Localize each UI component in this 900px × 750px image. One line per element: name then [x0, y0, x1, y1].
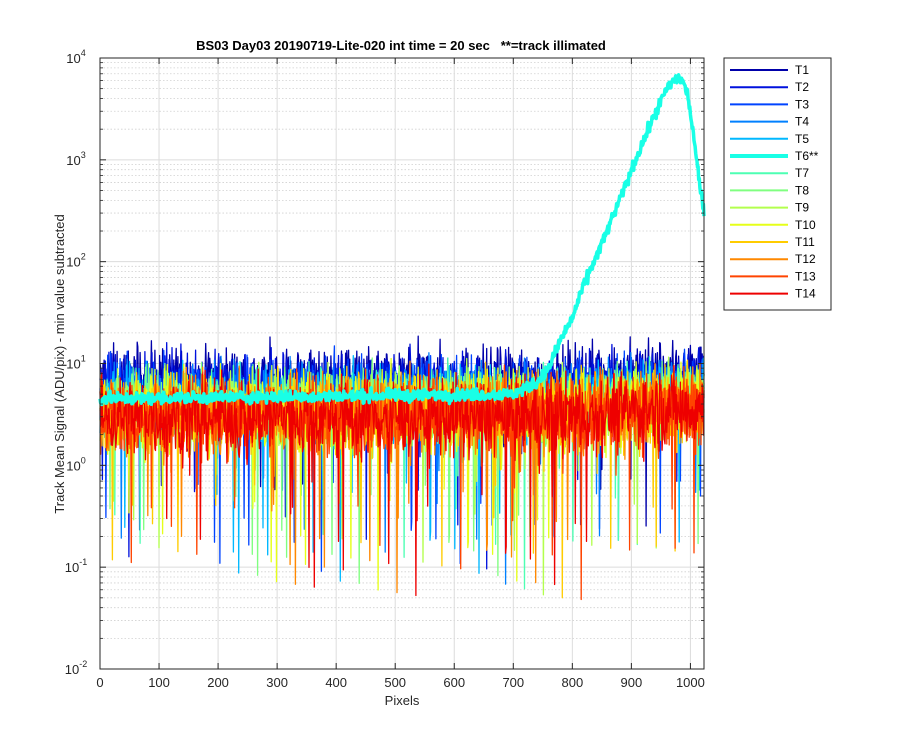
x-tick-label: 800	[561, 675, 583, 690]
legend-label: T10	[795, 218, 816, 232]
legend-label: T12	[795, 252, 816, 266]
legend-label: T14	[795, 287, 816, 301]
y-tick-exponent: 0	[81, 455, 86, 465]
series-line-t6	[98, 73, 706, 407]
legend-label: T5	[795, 132, 809, 146]
x-tick-label: 500	[384, 675, 406, 690]
x-tick-label: 300	[266, 675, 288, 690]
x-tick-label: 100	[148, 675, 170, 690]
y-tick-base: 10	[66, 153, 80, 168]
legend-label: T2	[795, 80, 809, 94]
y-tick-label: 10-1	[65, 557, 87, 575]
legend-label: T13	[795, 269, 816, 283]
y-tick-exponent: -2	[79, 659, 87, 669]
x-tick-label: 600	[443, 675, 465, 690]
y-tick-label: 102	[66, 252, 85, 270]
legend-items: T1 T2 T3 T4 T5 T6** T7 T8 T9 T10 T11 T12 T13 T14	[730, 63, 819, 301]
legend-label: T3	[795, 97, 809, 111]
x-tick-label: 400	[325, 675, 347, 690]
legend-label: T6**	[795, 149, 819, 163]
axis-ticks: 0 100 200 300 400 500 600 700 800 900 100010-210-1…	[65, 48, 705, 690]
x-tick-label: 700	[502, 675, 524, 690]
x-axis-label: Pixels	[385, 693, 420, 708]
plot-area: 0 100 200 300 400 500 600 700 800 900 100010-210-1…	[65, 48, 706, 690]
y-tick-label: 104	[66, 48, 85, 66]
legend-label: T7	[795, 166, 809, 180]
y-tick-exponent: -1	[79, 557, 87, 567]
y-tick-exponent: 4	[81, 48, 86, 58]
y-tick-base: 10	[65, 560, 79, 575]
y-tick-base: 10	[66, 458, 80, 473]
legend-box	[723, 57, 832, 311]
y-tick-exponent: 3	[81, 150, 86, 160]
y-tick-label: 103	[66, 150, 85, 168]
y-tick-exponent: 1	[81, 354, 86, 364]
legend-label: T11	[795, 235, 815, 249]
x-tick-label: 0	[96, 675, 103, 690]
y-axis-label: Track Mean Signal (ADU/pix) - min value …	[52, 214, 67, 513]
y-tick-label: 10-2	[65, 659, 87, 677]
x-tick-label: 900	[621, 675, 643, 690]
legend: T1 T2 T3 T4 T5 T6** T7 T8 T9 T10 T11 T12 T13 T14	[723, 57, 832, 311]
legend-label: T8	[795, 183, 809, 197]
x-tick-label: 200	[207, 675, 229, 690]
y-tick-base: 10	[65, 662, 79, 677]
y-tick-label: 101	[66, 354, 85, 372]
x-tick-label: 1000	[676, 675, 705, 690]
legend-label: T1	[795, 63, 809, 77]
chart-title: BS03 Day03 20190719-Lite-020 int time = …	[196, 38, 606, 53]
y-tick-base: 10	[66, 357, 80, 372]
y-tick-base: 10	[66, 255, 80, 270]
y-tick-base: 10	[66, 51, 80, 66]
series-lines	[98, 73, 706, 601]
legend-label: T4	[795, 115, 809, 129]
legend-label: T9	[795, 201, 809, 215]
y-tick-label: 100	[66, 455, 85, 473]
y-tick-exponent: 2	[81, 252, 86, 262]
